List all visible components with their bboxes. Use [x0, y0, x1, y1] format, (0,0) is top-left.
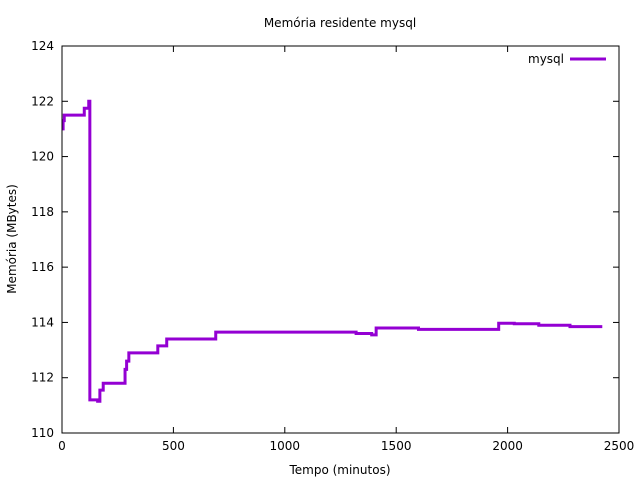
y-tick-label: 124 — [31, 39, 54, 53]
x-tick-label: 1000 — [270, 439, 301, 453]
x-tick-label: 2000 — [492, 439, 523, 453]
y-tick-label: 114 — [31, 315, 54, 329]
y-tick-label: 110 — [31, 426, 54, 440]
y-tick-label: 120 — [31, 150, 54, 164]
legend-label: mysql — [528, 52, 564, 66]
series-line-mysql — [61, 99, 603, 403]
x-tick-label: 500 — [162, 439, 185, 453]
legend: mysql — [528, 52, 606, 66]
axis-ticks: 0 500 1000 1500 2000 2500 110 112 114 116 118 120 12… — [31, 39, 634, 453]
y-tick-label: 116 — [31, 260, 54, 274]
chart-title: Memória residente mysql — [264, 16, 416, 30]
x-tick-label: 2500 — [604, 439, 635, 453]
y-axis-label: Memória (MBytes) — [5, 184, 19, 294]
plot-frame — [61, 45, 620, 434]
x-tick-label: 1500 — [381, 439, 412, 453]
y-tick-label: 118 — [31, 205, 54, 219]
y-tick-label: 122 — [31, 94, 54, 108]
series-group — [61, 99, 603, 403]
x-tick-label: 0 — [58, 439, 66, 453]
x-axis-label: Tempo (minutos) — [288, 463, 390, 477]
y-tick-label: 112 — [31, 371, 54, 385]
